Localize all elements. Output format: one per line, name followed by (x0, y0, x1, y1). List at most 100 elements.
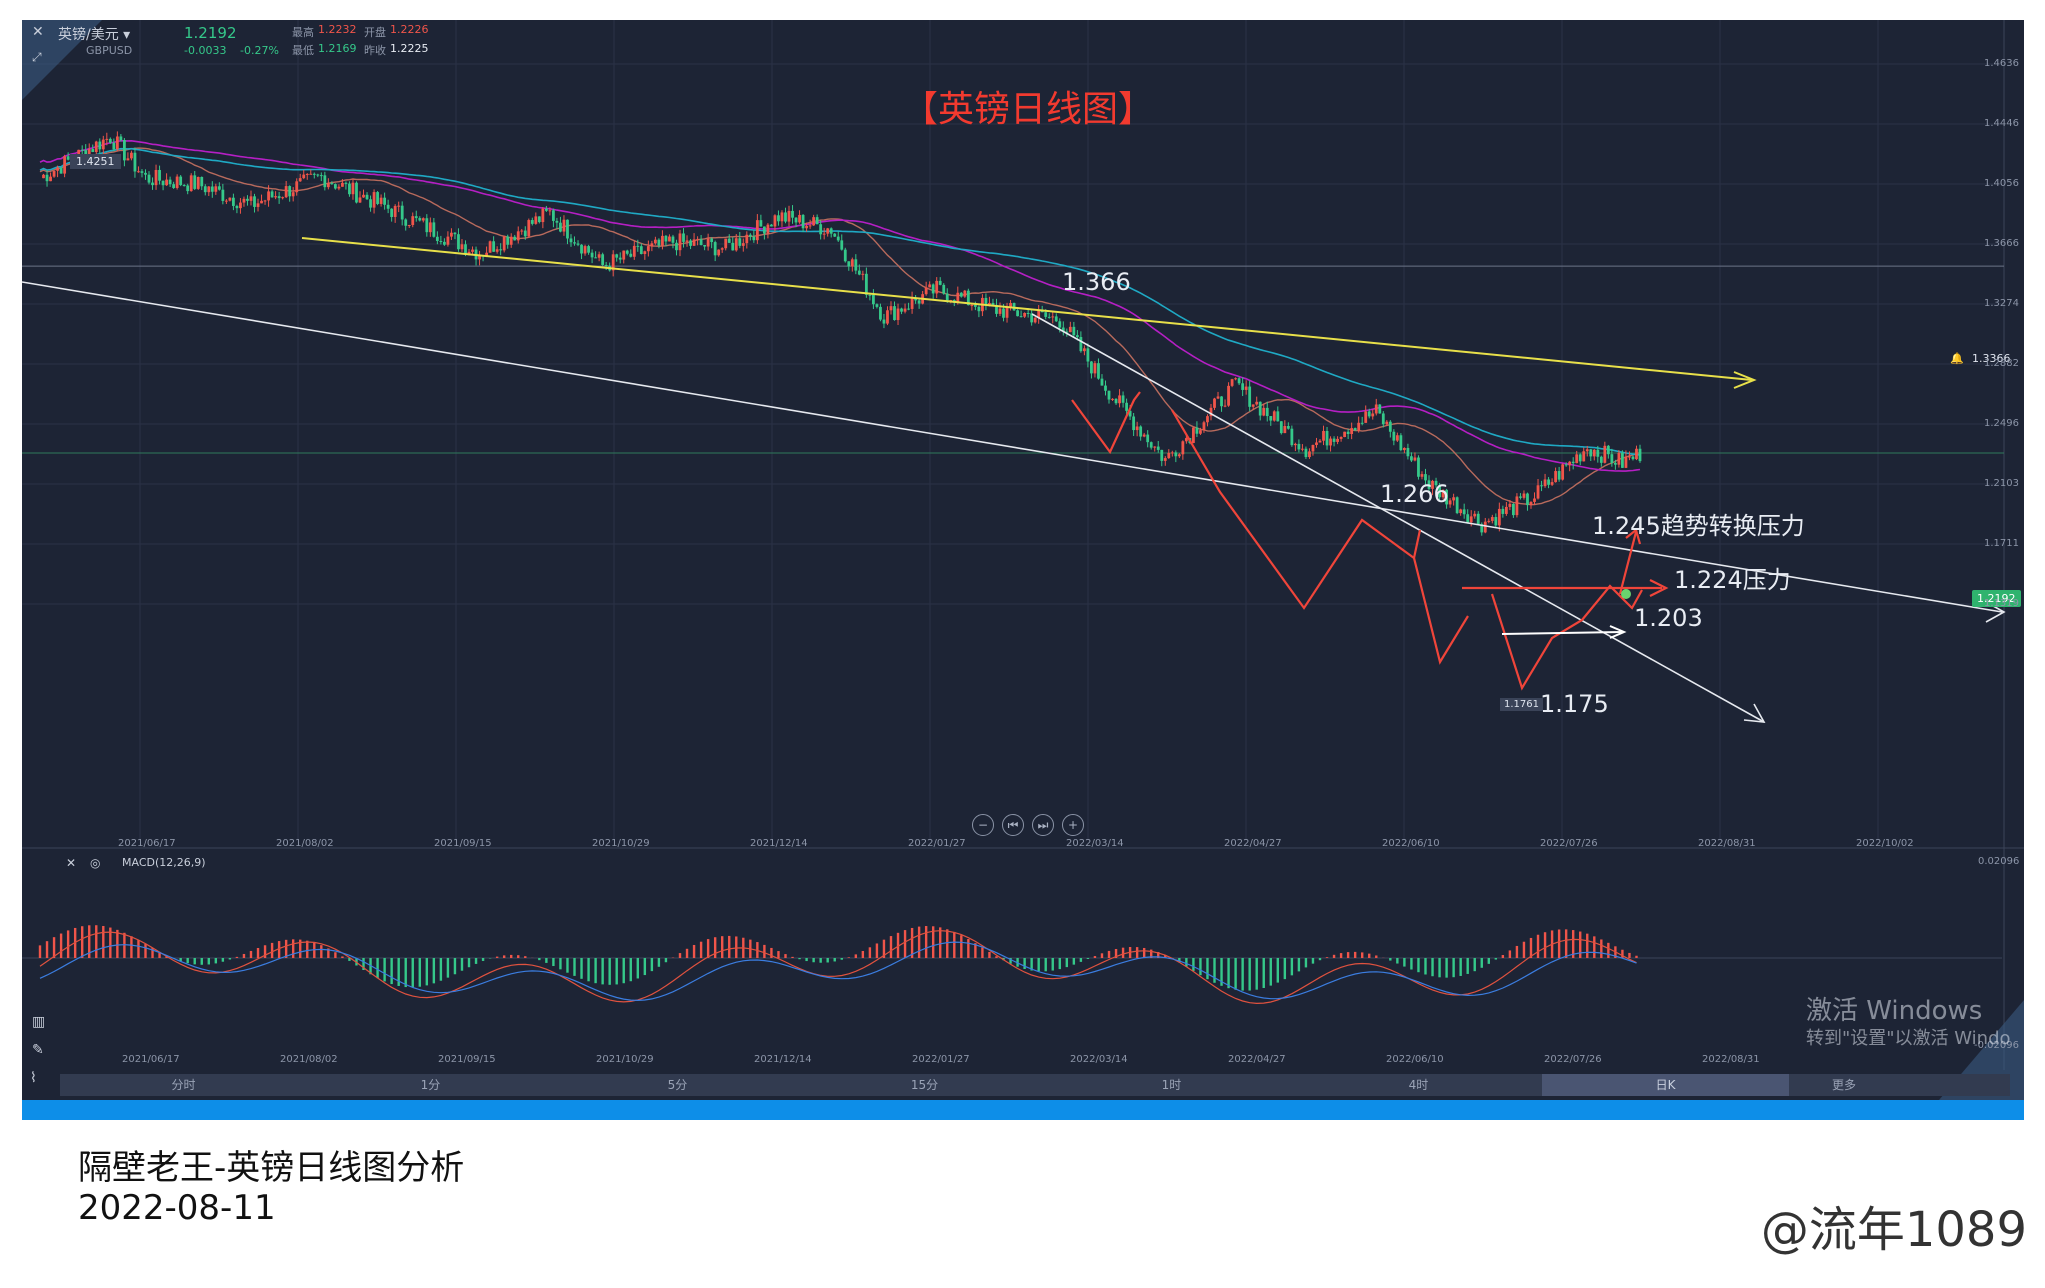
timeframe-tab[interactable]: 5分 (667, 1078, 688, 1092)
candle-body (1554, 471, 1558, 483)
candle-body (425, 218, 429, 233)
macd-hist-bar (52, 937, 56, 958)
trendline-white-down (1031, 313, 1765, 723)
candle-body (541, 208, 545, 223)
candle-body (326, 183, 330, 188)
macd-hist-bar (291, 939, 295, 958)
macd-hist-bar (1318, 958, 1322, 961)
current-price-tag: 1.2192 (1972, 590, 2021, 607)
macd-date-tick: 2022/03/14 (1070, 1054, 1128, 1065)
macd-hist-bar (1086, 958, 1090, 959)
candle-body (566, 219, 569, 239)
candle-body (298, 178, 302, 182)
macd-hist-bar (1621, 949, 1624, 958)
timeframe-tab[interactable]: 更多 (1831, 1078, 1856, 1092)
macd-hist-bar (299, 939, 302, 958)
candle-body (442, 241, 446, 245)
candle-body (63, 156, 67, 174)
candle-body (573, 242, 576, 244)
zigzag-4 (1490, 584, 1643, 691)
macd-hist-bar (981, 947, 984, 958)
candle-body (1156, 446, 1160, 450)
candle-body (1480, 524, 1484, 533)
candle-body (861, 273, 865, 275)
candle-body (499, 249, 503, 251)
candle-body (692, 239, 696, 246)
macd-hist-bar (545, 958, 548, 963)
candle-body (1497, 508, 1501, 526)
candle-body (1459, 509, 1463, 514)
chart-type-icon[interactable]: ⌇ (30, 1070, 37, 1086)
candle-body (130, 152, 133, 159)
macd-hist-bar (1557, 929, 1561, 958)
close-icon[interactable]: ✕ (32, 24, 44, 40)
draw-pen-icon[interactable]: ✎ (32, 1042, 44, 1058)
macd-hist-bar (657, 958, 661, 967)
timeframe-tab[interactable]: 分时 (171, 1078, 196, 1092)
timeframe-tab[interactable]: 1时 (1161, 1078, 1182, 1092)
candle-body (1599, 456, 1603, 463)
macd-hist-bar (784, 954, 787, 958)
timeframe-tab[interactable]: 日K (1542, 1074, 1789, 1096)
zoom-out-icon[interactable]: − (972, 814, 994, 836)
candle-body (1571, 461, 1575, 464)
date-axis-tick: 2022/06/10 (1382, 838, 1440, 849)
candle-body (815, 217, 819, 225)
macd-hist-bar (474, 958, 478, 964)
timeframe-tab[interactable]: 4时 (1408, 1078, 1429, 1092)
date-axis-tick: 2021/08/02 (276, 838, 334, 849)
macd-hist-bar (1227, 958, 1230, 989)
candle-body (907, 308, 910, 310)
candle-body (1578, 454, 1582, 462)
candle-body (341, 182, 344, 187)
macd-hist-bar (1065, 958, 1069, 968)
candle-body (559, 222, 562, 232)
macd-hist-bar (45, 941, 49, 958)
arrowhead-1224 (1649, 579, 1669, 597)
candle-body (850, 259, 854, 267)
candle-body (552, 210, 555, 221)
candle-body (115, 136, 119, 150)
candle-body (1237, 378, 1241, 384)
candle-body (1234, 378, 1238, 380)
candle-body (203, 186, 207, 193)
timeframe-tab[interactable]: 15分 (910, 1078, 939, 1092)
candle-body (404, 219, 408, 226)
scroll-right-icon[interactable]: ⏭ (1032, 814, 1054, 836)
zoom-in-icon[interactable]: + (1062, 814, 1084, 836)
candle-body (1139, 426, 1143, 437)
macd-hist-bar (1417, 958, 1420, 973)
macd-close-icon[interactable]: ✕ (66, 856, 77, 870)
candle-body (784, 212, 787, 222)
macd-hist-bar (102, 925, 105, 958)
candle-body (1452, 497, 1456, 501)
candle-body (1455, 497, 1459, 514)
expand-icon[interactable]: ⤢ (32, 50, 42, 64)
candle-body (221, 189, 225, 201)
candle-body (639, 246, 643, 255)
macd-settings-icon[interactable]: ◎ (90, 856, 101, 870)
candle-body (379, 197, 383, 204)
candle-body (826, 228, 830, 234)
candle-body (879, 306, 882, 320)
candle-body (105, 138, 109, 140)
symbol-selector[interactable]: 英镑/美元 ▾ (58, 27, 131, 43)
candle-body (886, 310, 889, 324)
scroll-left-icon[interactable]: ⏮ (1002, 814, 1024, 836)
macd-hist-bar (805, 958, 808, 962)
timeframe-tab[interactable]: 1分 (420, 1078, 441, 1092)
candle-body (1090, 361, 1093, 374)
zigzag-1 (1071, 391, 1141, 455)
candle-body (1635, 448, 1638, 460)
bell-icon[interactable]: 🔔 (1950, 352, 1964, 365)
indicator-icon[interactable]: ▥ (32, 1014, 46, 1030)
candle-body (1149, 442, 1153, 448)
candle-body (407, 225, 411, 227)
timeframe-bar: 分时 1分 5分 15分 1时 4时 日K 更多 (60, 1074, 2010, 1096)
macd-hist-bar (221, 958, 225, 962)
candle-body (903, 308, 907, 312)
macd-hist-bar (59, 933, 63, 958)
candle-body (1417, 457, 1420, 477)
candle-body (1167, 452, 1171, 459)
candle-body (1051, 316, 1055, 318)
